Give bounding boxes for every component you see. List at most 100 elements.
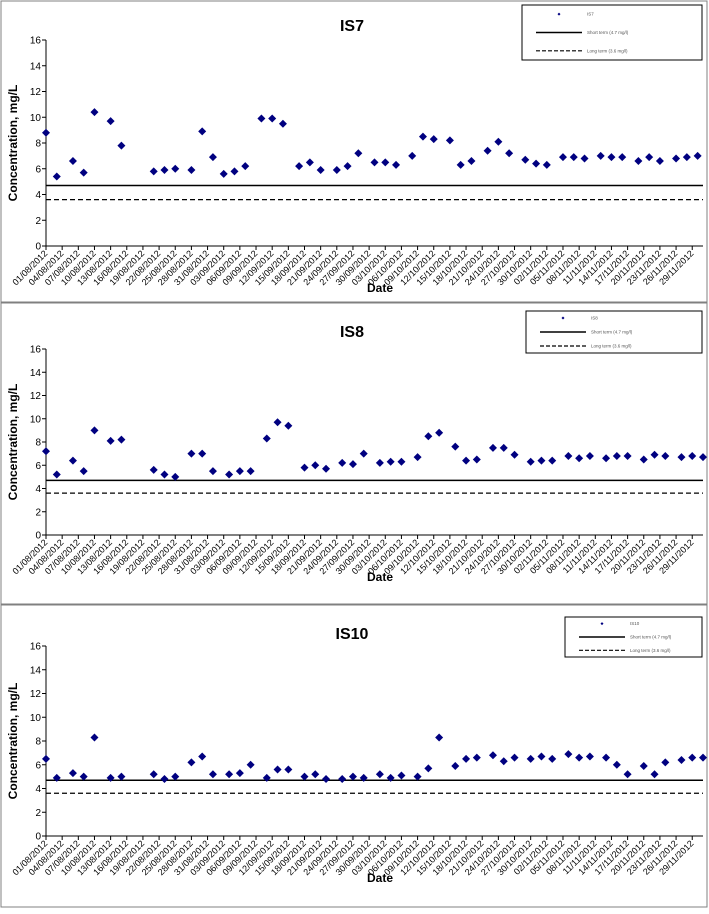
data-point: [359, 773, 368, 782]
legend-marker: [557, 12, 561, 16]
y-tick-label: 8: [35, 139, 41, 150]
y-tick-label: 8: [35, 438, 41, 449]
y-tick-label: 12: [30, 391, 42, 402]
data-point: [639, 455, 648, 464]
legend-label: Long term (3.6 mg/l): [630, 648, 671, 653]
data-point: [618, 153, 627, 162]
y-tick-label: 4: [35, 190, 41, 201]
data-point: [359, 449, 368, 458]
x-axis-label: Date: [367, 281, 393, 295]
data-point: [650, 450, 659, 459]
data-point: [451, 442, 460, 451]
legend-label: Long term (3.6 mg/l): [587, 48, 628, 53]
data-point: [462, 754, 471, 763]
data-point: [505, 149, 514, 158]
data-point: [634, 157, 643, 166]
data-point: [79, 467, 88, 476]
data-point: [623, 451, 632, 460]
data-point: [413, 772, 422, 781]
y-tick-label: 4: [35, 484, 41, 495]
data-point: [316, 166, 325, 175]
data-point: [488, 751, 497, 760]
data-point: [198, 127, 207, 136]
data-point: [300, 463, 309, 472]
data-point: [392, 160, 401, 169]
data-point: [429, 135, 438, 144]
y-tick-label: 16: [30, 345, 42, 356]
y-tick-label: 10: [30, 713, 42, 724]
x-axis-label: Date: [367, 871, 393, 885]
data-point: [278, 119, 287, 128]
data-point: [149, 167, 158, 176]
data-point: [699, 753, 707, 762]
data-point: [198, 449, 207, 458]
data-point: [198, 752, 207, 761]
data-point: [607, 153, 616, 162]
data-point: [348, 460, 357, 469]
y-tick-label: 2: [35, 507, 41, 518]
data-point: [42, 754, 50, 763]
legend-label: Short term (4.7 mg/l): [587, 30, 629, 35]
data-point: [257, 114, 266, 123]
y-tick-label: 14: [30, 368, 42, 379]
y-tick-label: 0: [35, 832, 41, 843]
y-tick-label: 16: [30, 642, 42, 653]
y-tick-label: 12: [30, 689, 42, 700]
data-point: [575, 753, 584, 762]
data-point: [526, 754, 535, 763]
data-point: [149, 465, 158, 474]
data-point: [645, 153, 654, 162]
data-point: [311, 770, 320, 779]
data-point: [424, 764, 433, 773]
data-point: [693, 151, 702, 160]
legend-label: Long term (3.6 mg/l): [591, 344, 632, 349]
data-point: [90, 108, 99, 117]
data-point: [230, 167, 239, 176]
y-tick-label: 2: [35, 808, 41, 819]
data-point: [386, 773, 395, 782]
data-point: [117, 141, 126, 150]
data-point: [273, 418, 282, 427]
data-point: [375, 458, 384, 467]
data-point: [558, 153, 567, 162]
y-tick-label: 0: [35, 531, 41, 542]
data-point: [435, 428, 444, 437]
data-point: [467, 157, 476, 166]
data-point: [655, 157, 664, 166]
data-point: [117, 772, 126, 781]
data-point: [68, 769, 77, 778]
y-axis-label: Concentration, mg/L: [6, 683, 20, 800]
legend-label: Short term (4.7 mg/l): [591, 330, 633, 335]
data-point: [623, 770, 632, 779]
data-point: [187, 166, 196, 175]
data-point: [596, 151, 605, 160]
data-point: [42, 128, 50, 137]
data-point: [580, 154, 589, 163]
data-point: [241, 162, 250, 171]
data-point: [521, 155, 530, 164]
data-point: [472, 455, 481, 464]
data-point: [510, 450, 519, 459]
data-point: [208, 467, 217, 476]
data-point: [106, 436, 115, 445]
data-point: [672, 154, 681, 163]
data-point: [305, 158, 314, 167]
data-point: [499, 757, 508, 766]
data-point: [688, 753, 697, 762]
data-point: [488, 443, 497, 452]
data-point: [246, 760, 255, 769]
y-tick-label: 12: [30, 87, 42, 98]
data-point: [375, 770, 384, 779]
data-point: [42, 447, 50, 456]
data-point: [451, 761, 460, 770]
data-point: [149, 770, 158, 779]
data-point: [494, 137, 503, 146]
data-point: [542, 160, 551, 169]
data-point: [332, 166, 341, 175]
data-point: [79, 168, 88, 177]
data-point: [52, 470, 61, 479]
data-point: [225, 770, 234, 779]
data-point: [160, 166, 169, 175]
